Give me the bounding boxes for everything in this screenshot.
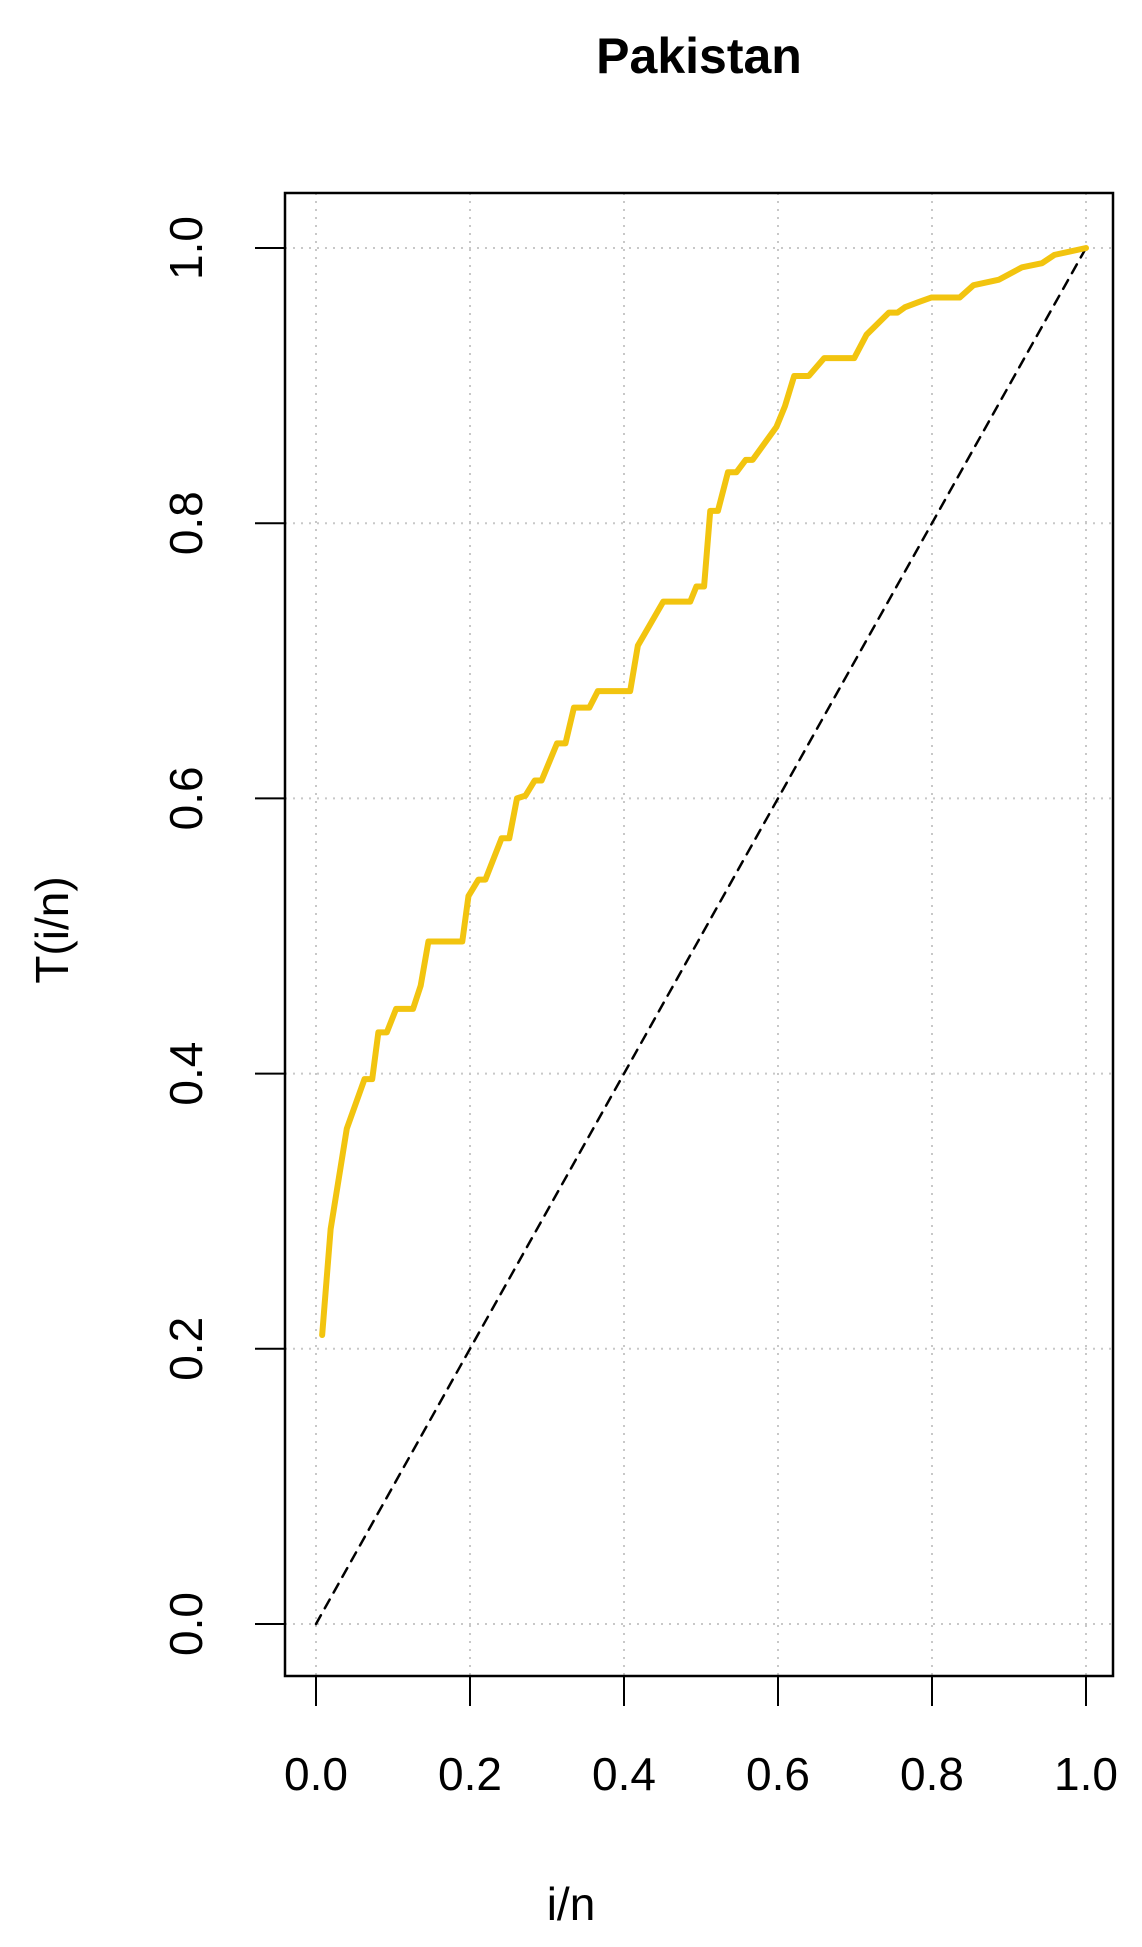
y-axis-label: T(i/n) xyxy=(26,876,78,983)
line xyxy=(319,245,1089,1339)
y-tick-label: 0.8 xyxy=(160,491,212,555)
reference-line xyxy=(314,246,1088,1626)
y-tick-label: 1.0 xyxy=(160,216,212,280)
x-tick-label: 0.4 xyxy=(592,1748,656,1800)
plot-frame xyxy=(283,191,1115,1678)
y-tick-label: 0.0 xyxy=(160,1592,212,1656)
x-tick-label: 0.0 xyxy=(284,1748,348,1800)
x-tick-label: 0.8 xyxy=(900,1748,964,1800)
y-tick-label: 0.2 xyxy=(160,1317,212,1381)
y-tick-label: 0.6 xyxy=(160,766,212,830)
x-tick-label: 0.6 xyxy=(746,1748,810,1800)
x-tick-label: 1.0 xyxy=(1054,1748,1118,1800)
x-axis-label: i/n xyxy=(547,1878,596,1930)
y-tick-label: 0.4 xyxy=(160,1042,212,1106)
x-tick-label: 0.2 xyxy=(438,1748,502,1800)
chart-title: Pakistan xyxy=(596,28,802,84)
